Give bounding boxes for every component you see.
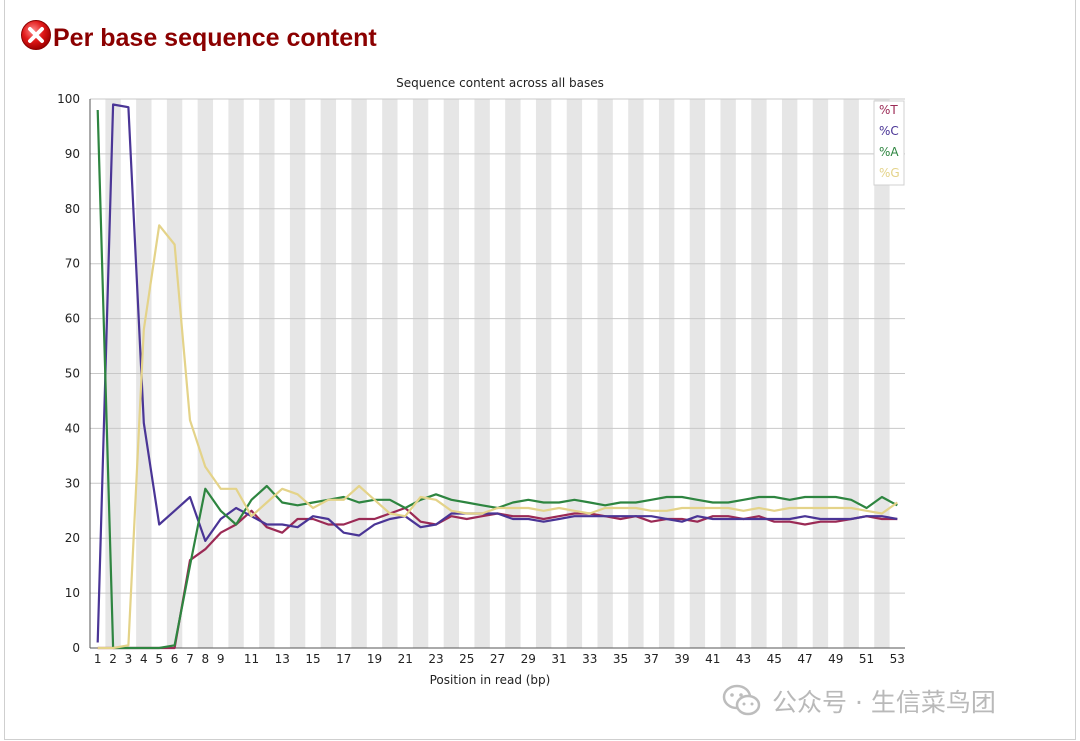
wechat-icon (722, 684, 761, 716)
x-tick-label: 29 (521, 652, 536, 666)
x-tick-label: 53 (890, 652, 905, 666)
y-tick-label: 20 (65, 531, 80, 545)
x-tick-label: 21 (398, 652, 413, 666)
x-tick-label: 43 (736, 652, 751, 666)
axes (89, 99, 905, 649)
x-tick-label: 8 (202, 652, 210, 666)
chart-title: Sequence content across all bases (396, 76, 604, 90)
x-tick-label: 13 (275, 652, 290, 666)
y-tick-label: 60 (65, 312, 80, 326)
watermark: 公众号 · 生信菜鸟团 (722, 683, 996, 719)
x-tick-label: 15 (305, 652, 320, 666)
module-heading: Per base sequence content (20, 16, 377, 53)
x-tick-label: 51 (859, 652, 874, 666)
y-tick-label: 10 (65, 586, 80, 600)
y-tick-label: 100 (57, 92, 80, 106)
x-tick-label: 23 (428, 652, 443, 666)
legend: %T %C %A %G (873, 100, 905, 186)
x-tick-label: 17 (336, 652, 351, 666)
x-tick-label: 37 (644, 652, 659, 666)
report-frame (4, 0, 1076, 740)
error-x-icon (21, 19, 51, 50)
x-tick-label: 9 (217, 652, 225, 666)
module-title: Per base sequence content (53, 24, 377, 52)
legend-entry: %A (879, 145, 899, 159)
x-tick-label: 45 (767, 652, 782, 666)
y-tick-label: 70 (65, 257, 80, 271)
x-tick-label: 27 (490, 652, 505, 666)
y-tick-label: 0 (72, 641, 80, 655)
x-tick-label: 3 (125, 652, 133, 666)
x-tick-label: 49 (828, 652, 843, 666)
y-tick-label: 30 (65, 476, 80, 490)
x-axis-label: Position in read (bp) (430, 673, 551, 687)
y-tick-label: 50 (65, 367, 80, 381)
series-lines (96, 103, 898, 650)
legend-entry: %T (879, 103, 898, 117)
series-line-c (96, 103, 898, 643)
x-tick-label: 35 (613, 652, 628, 666)
watermark-text: 公众号 · 生信菜鸟团 (772, 688, 996, 717)
legend-entry: %C (879, 124, 899, 138)
series-line-t (97, 506, 898, 650)
x-tick-label: 31 (551, 652, 566, 666)
y-tick-label: 90 (65, 147, 80, 161)
series-line-g (97, 224, 898, 650)
x-tick-label: 2 (109, 652, 117, 666)
series-line-a (96, 109, 898, 650)
x-tick-label: 19 (367, 652, 382, 666)
x-tick-label: 41 (705, 652, 720, 666)
legend-box (873, 100, 905, 186)
x-tick-label: 33 (582, 652, 597, 666)
x-tick-label: 11 (244, 652, 259, 666)
legend-entry: %G (879, 166, 900, 180)
x-tick-label: 47 (797, 652, 812, 666)
x-tick-label: 7 (186, 652, 194, 666)
x-tick-label: 25 (459, 652, 474, 666)
x-tick-label: 6 (171, 652, 179, 666)
grid-lines (90, 98, 905, 594)
x-tick-label: 39 (674, 652, 689, 666)
y-tick-label: 80 (65, 202, 80, 216)
x-tick-label: 4 (140, 652, 148, 666)
x-tick-label: 1 (94, 652, 102, 666)
y-tick-label: 40 (65, 421, 80, 435)
x-tick-label: 5 (155, 652, 163, 666)
